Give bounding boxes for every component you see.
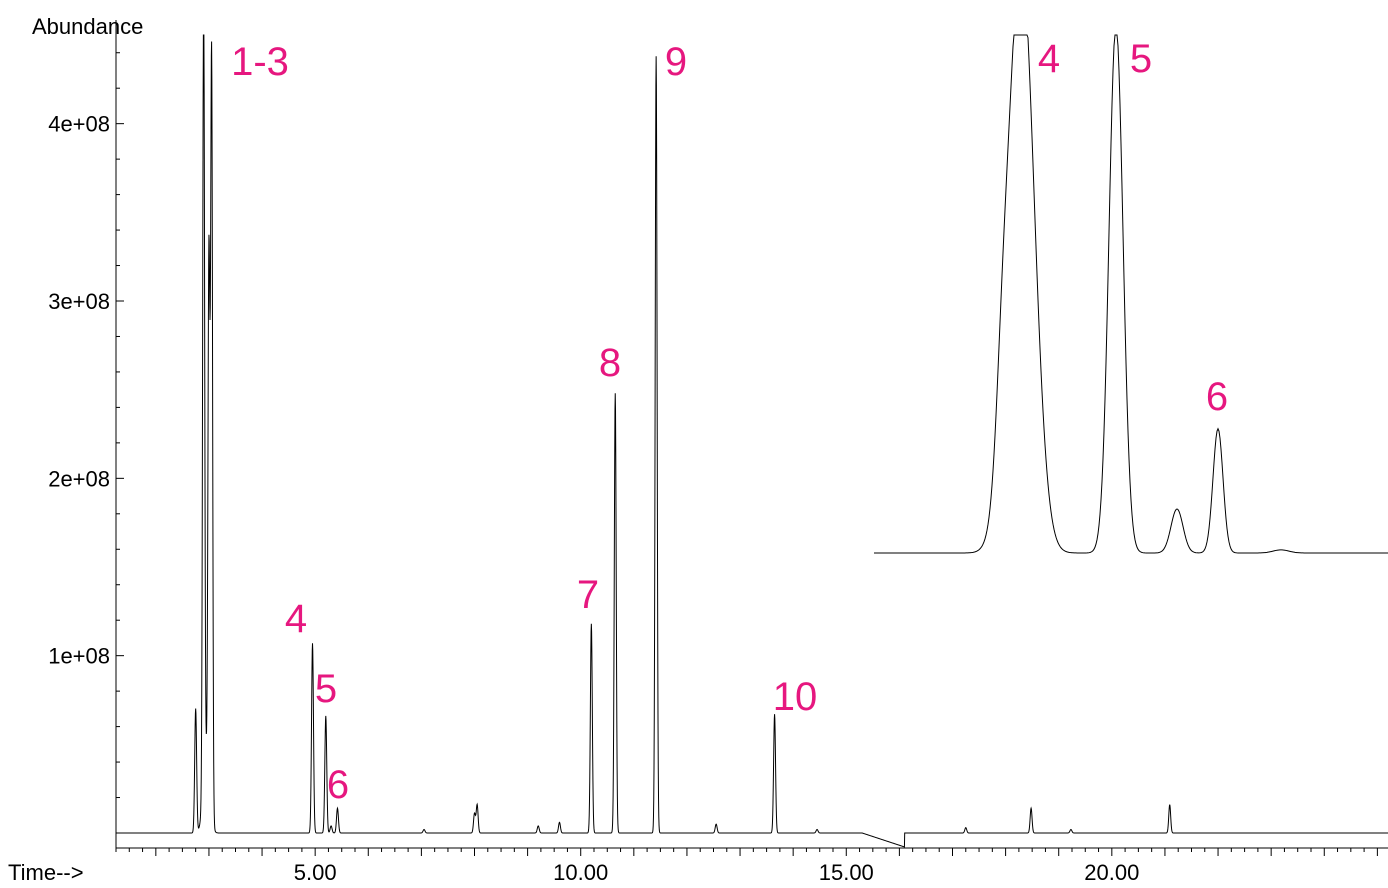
chromatogram-trace (116, 34, 1388, 848)
inset-peak-label: 6 (1206, 375, 1228, 419)
peak-label: 6 (327, 763, 349, 807)
x-tick-label: 15.00 (819, 860, 874, 885)
inset-trace (874, 34, 1388, 554)
inset-peak-label: 4 (1038, 37, 1060, 81)
peak-label: 4 (285, 597, 307, 641)
y-tick-label: 1e+08 (48, 644, 110, 669)
x-axis-title: Time--> (8, 860, 84, 885)
peak-label: 10 (773, 675, 818, 719)
plot-area: 1e+08 2e+08 3e+08 4e+08 5.00 10.00 15.00 20.00 1… (48, 20, 1388, 885)
peak-label: 7 (577, 573, 599, 617)
x-tick-label: 10.00 (553, 860, 608, 885)
y-tick-label: 3e+08 (48, 289, 110, 314)
peak-label: 1-3 (231, 40, 289, 84)
x-tick-label: 5.00 (294, 860, 337, 885)
peak-label: 9 (665, 40, 687, 84)
x-tick-label: 20.00 (1084, 860, 1139, 885)
peak-label: 5 (315, 667, 337, 711)
inset-peak-label: 5 (1130, 37, 1152, 81)
peak-label: 8 (599, 341, 621, 385)
y-axis-title: Abundance (32, 14, 143, 39)
y-tick-label: 4e+08 (48, 112, 110, 137)
y-tick-label: 2e+08 (48, 466, 110, 491)
